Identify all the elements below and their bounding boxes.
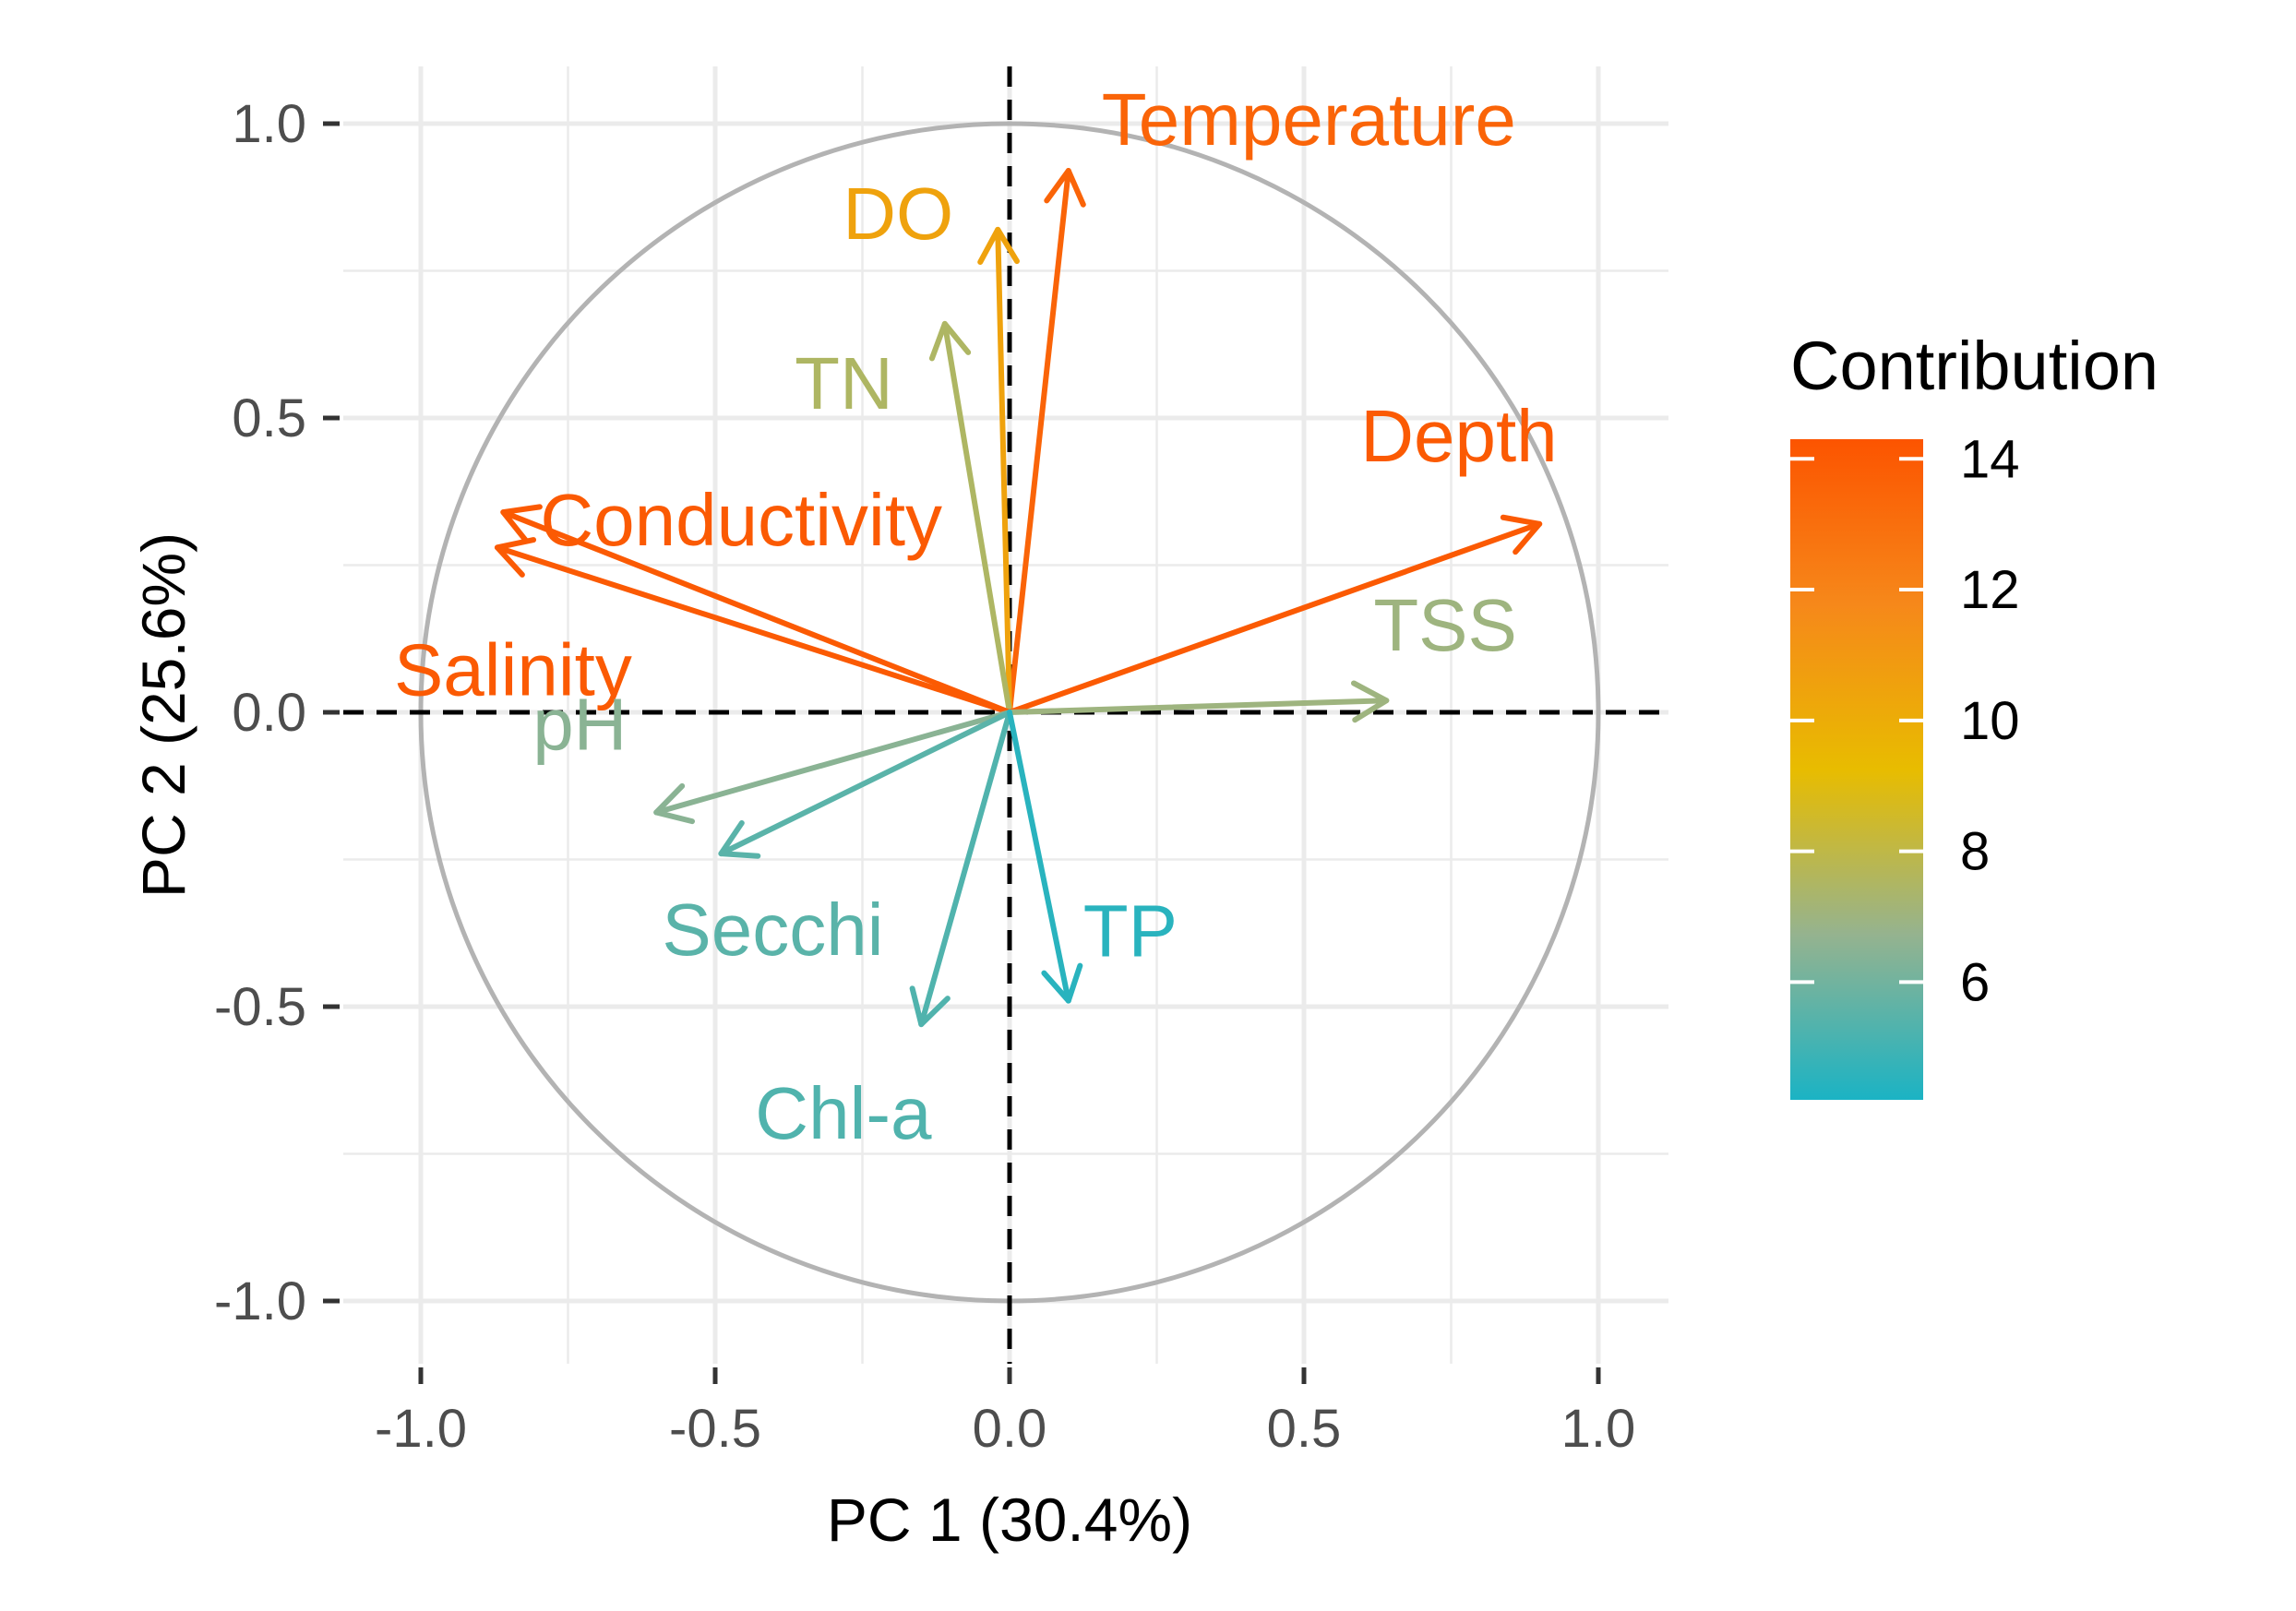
variable-labels: Temperature DO TN Conductivity Salinity Depth…	[394, 78, 1558, 1154]
arrowhead-salinity	[494, 537, 537, 578]
legend-ticks: 14 12 10 8 6	[1790, 429, 2020, 1012]
arrowhead-do	[977, 226, 1020, 266]
y-axis: 1.0 0.5 0.0 -0.5 -1.0	[214, 94, 340, 1331]
arrowhead-chl-a	[909, 985, 951, 1028]
arrow-depth	[1007, 520, 1543, 715]
legend-tick-label: 14	[1960, 429, 2020, 489]
arrowhead-tn	[928, 320, 972, 362]
label-tss: TSS	[1373, 584, 1517, 666]
arrow-chl-a	[918, 710, 1012, 1028]
arrowhead-depth	[1500, 514, 1543, 555]
legend-title: Contribution	[1790, 328, 2158, 404]
label-temperature: Temperature	[1102, 78, 1516, 161]
arrow-salinity	[494, 544, 1012, 715]
legend-tick-label: 12	[1960, 560, 2020, 620]
arrow-ph	[653, 710, 1012, 816]
label-depth: Depth	[1360, 395, 1557, 477]
arrow-tp	[1007, 710, 1071, 1004]
variable-arrows	[494, 168, 1543, 1028]
x-tick-label: -1.0	[375, 1399, 467, 1459]
arrow-do	[995, 226, 1012, 715]
legend-tick-label: 10	[1960, 691, 2020, 751]
arrow-secchi	[718, 710, 1012, 857]
x-axis-title: PC 1 (30.4%)	[827, 1486, 1192, 1554]
label-salinity: Salinity	[394, 628, 632, 710]
label-secchi: Secchi	[662, 889, 883, 971]
label-ph: pH	[532, 683, 627, 765]
arrowhead-secchi	[718, 820, 761, 859]
arrow-tn	[941, 320, 1012, 715]
y-tick-label: 0.0	[232, 683, 306, 743]
arrowhead-conductivity	[500, 504, 543, 544]
arrow-tss	[1007, 698, 1390, 715]
label-chl-a: Chl-a	[755, 1072, 932, 1154]
y-tick-label: 1.0	[232, 94, 306, 154]
y-tick-label: 0.5	[232, 388, 306, 448]
arrowhead-ph	[653, 782, 696, 825]
legend-colorbar	[1790, 439, 1923, 1100]
label-tn: TN	[795, 342, 893, 424]
y-tick-label: -1.0	[214, 1271, 306, 1331]
legend-tick-label: 8	[1960, 822, 1990, 882]
label-tp: TP	[1083, 890, 1178, 973]
arrow-conductivity	[500, 509, 1012, 715]
label-conductivity: Conductivity	[540, 479, 942, 561]
arrowhead-tss	[1351, 680, 1390, 723]
x-axis: -1.0 -0.5 0.0 0.5 1.0	[375, 1367, 1635, 1459]
legend: Contribution 14 12 10 8 6	[1790, 328, 2158, 1100]
arrowhead-temperature	[1044, 168, 1086, 208]
x-tick-label: 0.5	[1267, 1399, 1342, 1459]
y-axis-title: PC 2 (25.6%)	[129, 532, 197, 898]
x-tick-label: 1.0	[1561, 1399, 1636, 1459]
y-tick-label: -0.5	[214, 977, 306, 1037]
x-tick-label: 0.0	[973, 1399, 1047, 1459]
x-tick-label: -0.5	[669, 1399, 761, 1459]
arrowhead-tp	[1041, 962, 1083, 1004]
legend-tick-label: 6	[1960, 952, 1990, 1012]
arrow-temperature	[1007, 168, 1071, 715]
label-do: DO	[843, 173, 953, 255]
